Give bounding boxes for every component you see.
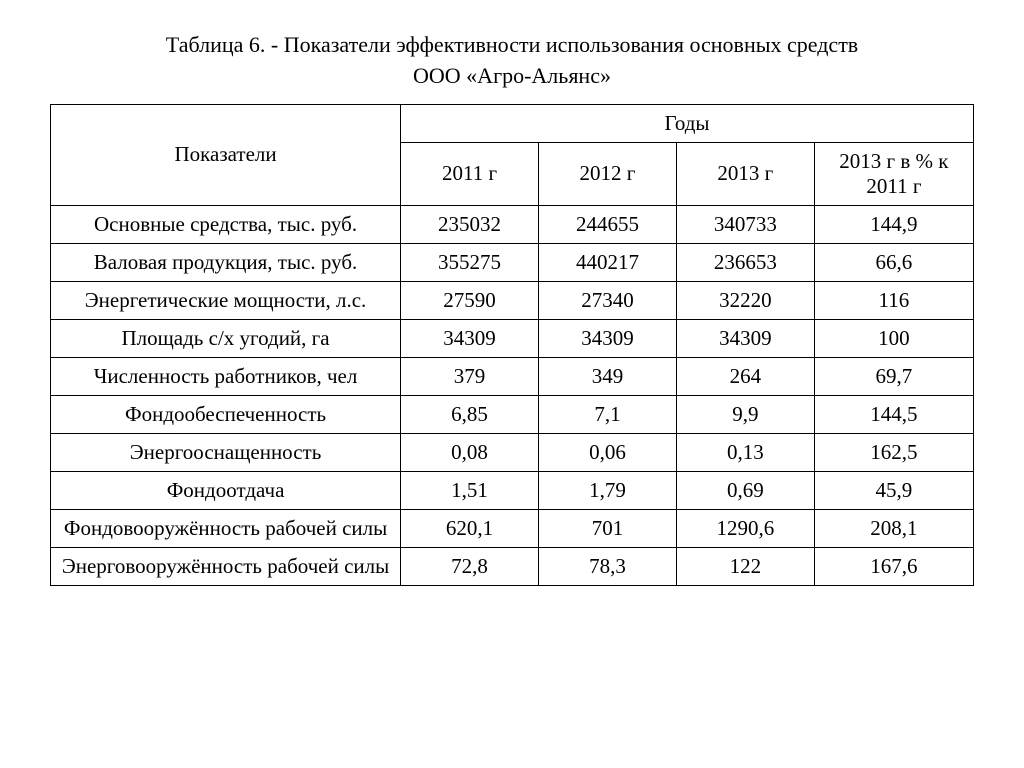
cell-y2012: 34309 bbox=[539, 319, 677, 357]
cell-y2011: 72,8 bbox=[401, 547, 539, 585]
cell-y2012: 78,3 bbox=[539, 547, 677, 585]
row-label: Энергооснащенность bbox=[51, 433, 401, 471]
table-row: Валовая продукция, тыс. руб.355275440217… bbox=[51, 243, 974, 281]
col-2012: 2012 г bbox=[539, 142, 677, 205]
table-row: Фондовооружённость рабочей силы620,17011… bbox=[51, 509, 974, 547]
row-label: Площадь с/х угодий, га bbox=[51, 319, 401, 357]
cell-y2011: 235032 bbox=[401, 205, 539, 243]
cell-y2013: 0,13 bbox=[676, 433, 814, 471]
efficiency-table: Показатели Годы 2011 г 2012 г 2013 г 201… bbox=[50, 104, 974, 586]
cell-y2011: 34309 bbox=[401, 319, 539, 357]
header-years: Годы bbox=[401, 104, 974, 142]
table-title: Таблица 6. - Показатели эффективности ис… bbox=[50, 30, 974, 92]
cell-y2011: 355275 bbox=[401, 243, 539, 281]
row-label: Численность работников, чел bbox=[51, 357, 401, 395]
cell-y2013: 340733 bbox=[676, 205, 814, 243]
cell-y2012: 1,79 bbox=[539, 471, 677, 509]
cell-pct: 66,6 bbox=[814, 243, 973, 281]
table-row: Основные средства, тыс. руб.235032244655… bbox=[51, 205, 974, 243]
table-row: Численность работников, чел37934926469,7 bbox=[51, 357, 974, 395]
header-indicators: Показатели bbox=[51, 104, 401, 205]
cell-y2012: 7,1 bbox=[539, 395, 677, 433]
cell-pct: 144,5 bbox=[814, 395, 973, 433]
cell-y2012: 27340 bbox=[539, 281, 677, 319]
cell-pct: 69,7 bbox=[814, 357, 973, 395]
row-label: Энергетические мощности, л.с. bbox=[51, 281, 401, 319]
cell-y2011: 0,08 bbox=[401, 433, 539, 471]
cell-y2013: 0,69 bbox=[676, 471, 814, 509]
cell-y2011: 27590 bbox=[401, 281, 539, 319]
cell-y2012: 349 bbox=[539, 357, 677, 395]
cell-y2013: 264 bbox=[676, 357, 814, 395]
cell-y2011: 379 bbox=[401, 357, 539, 395]
cell-pct: 167,6 bbox=[814, 547, 973, 585]
title-line-1: Таблица 6. - Показатели эффективности ис… bbox=[166, 32, 858, 57]
cell-y2011: 620,1 bbox=[401, 509, 539, 547]
table-row: Площадь с/х угодий, га343093430934309100 bbox=[51, 319, 974, 357]
cell-y2013: 32220 bbox=[676, 281, 814, 319]
row-label: Фондообеспеченность bbox=[51, 395, 401, 433]
cell-pct: 208,1 bbox=[814, 509, 973, 547]
col-2013: 2013 г bbox=[676, 142, 814, 205]
cell-y2012: 440217 bbox=[539, 243, 677, 281]
cell-y2013: 34309 bbox=[676, 319, 814, 357]
cell-y2012: 0,06 bbox=[539, 433, 677, 471]
table-row: Фондоотдача1,511,790,6945,9 bbox=[51, 471, 974, 509]
cell-pct: 100 bbox=[814, 319, 973, 357]
cell-pct: 116 bbox=[814, 281, 973, 319]
col-pct: 2013 г в % к 2011 г bbox=[814, 142, 973, 205]
table-row: Энерговооружённость рабочей силы72,878,3… bbox=[51, 547, 974, 585]
row-label: Основные средства, тыс. руб. bbox=[51, 205, 401, 243]
row-label: Фондоотдача bbox=[51, 471, 401, 509]
row-label: Фондовооружённость рабочей силы bbox=[51, 509, 401, 547]
cell-y2013: 9,9 bbox=[676, 395, 814, 433]
row-label: Валовая продукция, тыс. руб. bbox=[51, 243, 401, 281]
cell-y2013: 236653 bbox=[676, 243, 814, 281]
col-2011: 2011 г bbox=[401, 142, 539, 205]
cell-y2013: 122 bbox=[676, 547, 814, 585]
row-label: Энерговооружённость рабочей силы bbox=[51, 547, 401, 585]
title-line-2: ООО «Агро-Альянс» bbox=[413, 63, 611, 88]
table-body: Основные средства, тыс. руб.235032244655… bbox=[51, 205, 974, 585]
cell-y2011: 6,85 bbox=[401, 395, 539, 433]
cell-y2012: 701 bbox=[539, 509, 677, 547]
cell-pct: 162,5 bbox=[814, 433, 973, 471]
table-row: Энергетические мощности, л.с.27590273403… bbox=[51, 281, 974, 319]
cell-y2012: 244655 bbox=[539, 205, 677, 243]
cell-y2011: 1,51 bbox=[401, 471, 539, 509]
table-row: Фондообеспеченность6,857,19,9144,5 bbox=[51, 395, 974, 433]
cell-pct: 45,9 bbox=[814, 471, 973, 509]
cell-pct: 144,9 bbox=[814, 205, 973, 243]
cell-y2013: 1290,6 bbox=[676, 509, 814, 547]
table-row: Энергооснащенность0,080,060,13162,5 bbox=[51, 433, 974, 471]
